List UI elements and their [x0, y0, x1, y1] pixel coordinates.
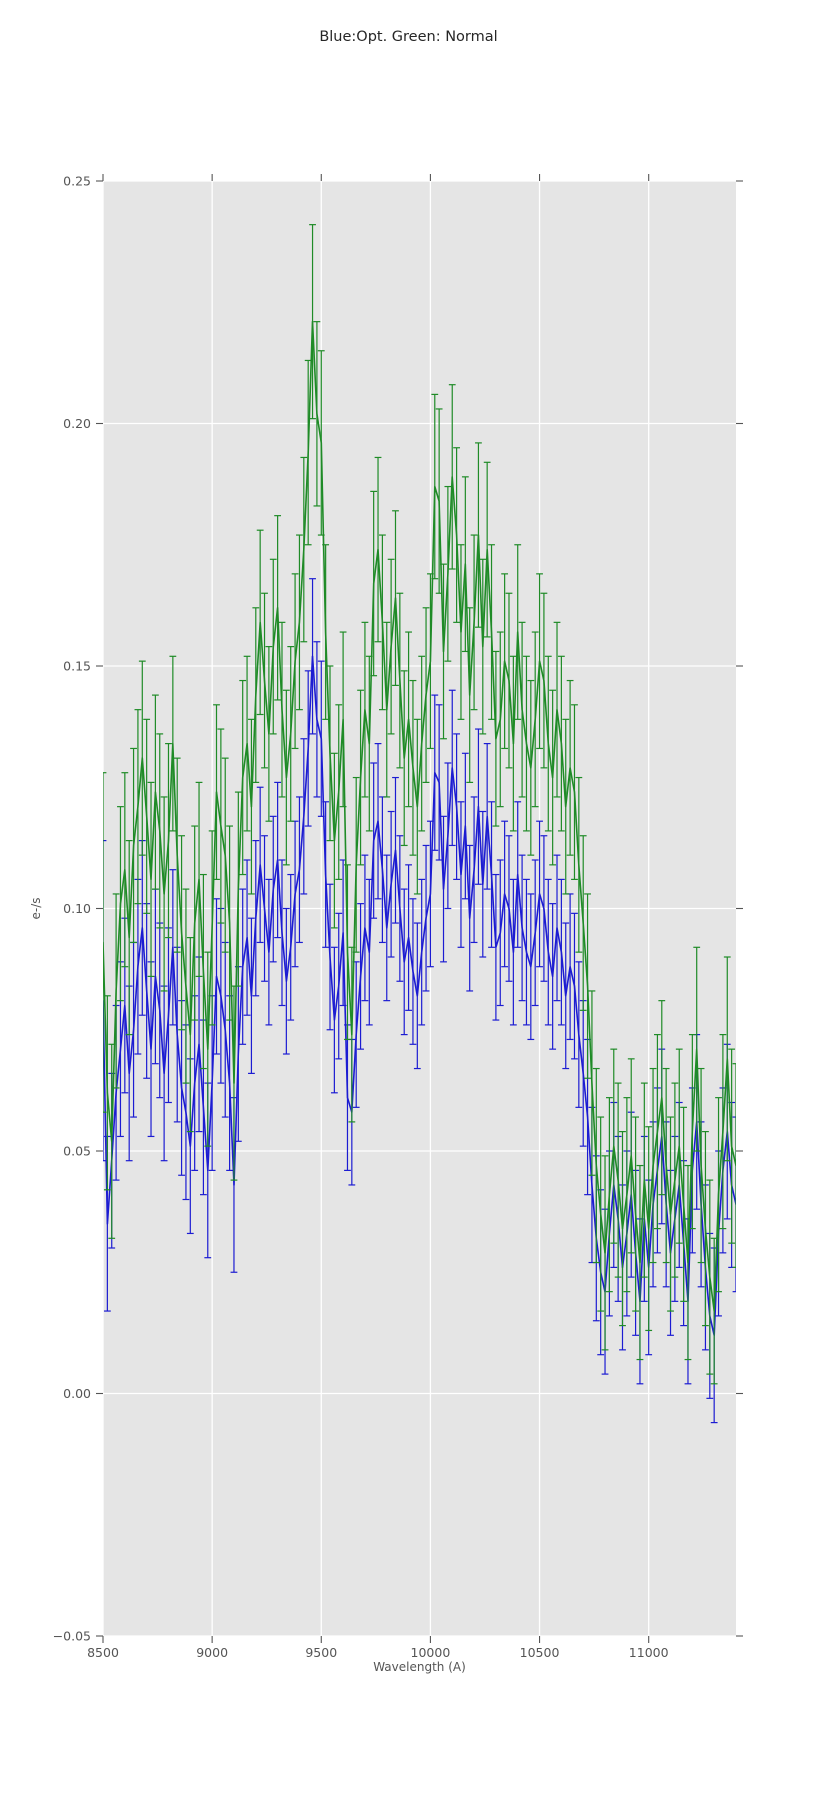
y-tick-label: 0.20	[63, 416, 91, 431]
y-tick-label: −0.05	[53, 1628, 91, 1643]
x-axis-label: Wavelength (A)	[373, 1660, 466, 1674]
series-line	[103, 655, 736, 1337]
series-normal	[103, 224, 736, 1385]
axis-ticks	[96, 174, 743, 1643]
y-axis-label: e-/s	[29, 897, 43, 919]
x-tick-label: 10500	[520, 1645, 560, 1660]
y-tick-label: 0.25	[63, 173, 91, 188]
y-tick-label: 0.05	[63, 1143, 91, 1158]
data-series	[103, 224, 736, 1424]
chart-title: Blue:Opt. Green: Normal	[319, 29, 497, 45]
x-tick-label: 10000	[411, 1645, 451, 1660]
y-tick-label: 0.10	[63, 901, 91, 916]
x-tick-label: 9000	[196, 1645, 228, 1660]
x-tick-label: 11000	[629, 1645, 669, 1660]
y-tick-label: 0.15	[63, 658, 91, 673]
series-line	[103, 320, 736, 1312]
y-tick-label: 0.00	[63, 1386, 91, 1401]
x-tick-label: 8500	[87, 1645, 119, 1660]
x-tick-label: 9500	[305, 1645, 337, 1660]
axis-tick-labels: 8500 9000 9500 10000 10500 11000 0.25 0.20 0.15 0…	[53, 173, 669, 1660]
